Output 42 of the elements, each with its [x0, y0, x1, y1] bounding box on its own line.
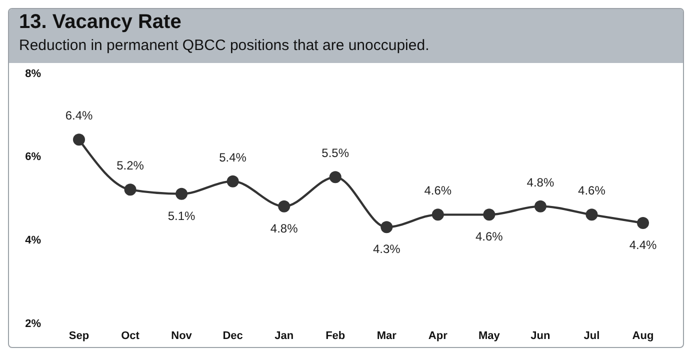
point [176, 188, 188, 200]
x-tick-label: Jul [584, 330, 600, 342]
y-tick-label: 4% [25, 234, 42, 247]
x-tick-label: Nov [171, 330, 193, 342]
x-tick-label: Jun [530, 330, 551, 342]
point [586, 208, 598, 221]
point [432, 208, 444, 221]
point [226, 175, 239, 188]
chart-subtitle: Reduction in permanent QBCC positions that are unoccupied. [19, 37, 430, 54]
data-label: 5.2% [116, 158, 144, 173]
x-tick-label: Sep [68, 330, 90, 342]
data-label: 4.4% [629, 238, 657, 252]
x-tick-label: Feb [326, 330, 346, 342]
data-label: 4.3% [372, 242, 401, 256]
data-label: 4.8% [270, 221, 298, 236]
x-tick-label: Mar [376, 330, 398, 342]
data-label: 4.8% [526, 175, 554, 190]
x-tick-label: Jan [274, 330, 294, 342]
data-label: 5.4% [219, 150, 247, 164]
point [637, 217, 649, 229]
data-label: 4.6% [476, 230, 504, 244]
point [73, 134, 85, 146]
point [329, 171, 342, 184]
data-label: 5.5% [322, 146, 350, 160]
data-label: 4.6% [578, 184, 606, 198]
data-label: 5.1% [168, 208, 196, 223]
x-tick-label: Dec [222, 330, 243, 342]
y-tick-label: 6% [25, 151, 42, 164]
point [534, 200, 546, 212]
point [278, 200, 290, 212]
y-tick-label: 2% [25, 318, 42, 330]
data-label: 4.6% [424, 184, 452, 198]
x-tick-label: Aug [632, 330, 654, 342]
point [380, 221, 393, 234]
x-tick-label: Apr [428, 330, 448, 342]
chart-title: 13. Vacancy Rate [19, 11, 182, 34]
data-label: 6.4% [65, 108, 93, 123]
y-tick-label: 8% [25, 68, 42, 80]
x-tick-label: May [478, 330, 501, 342]
x-tick-label: Oct [121, 330, 140, 342]
point [483, 208, 496, 221]
point [124, 184, 136, 196]
